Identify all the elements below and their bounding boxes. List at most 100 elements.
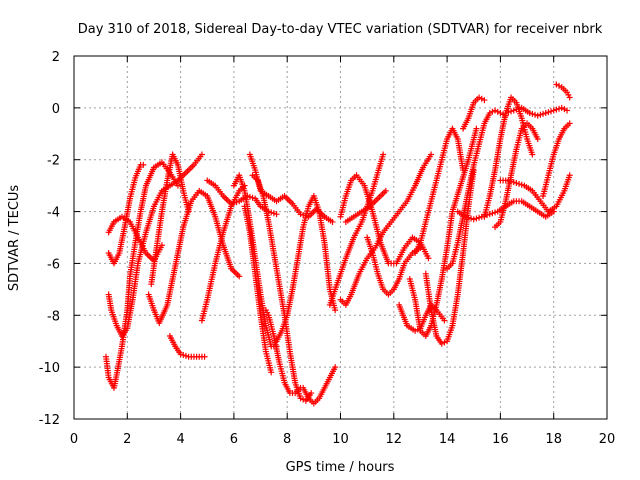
x-tick-label: 0 <box>70 432 78 447</box>
data-point <box>329 218 336 225</box>
data-point <box>556 105 563 112</box>
data-point <box>332 307 339 314</box>
x-tick-label: 10 <box>332 432 349 447</box>
data-point <box>300 396 307 403</box>
data-point <box>228 200 235 207</box>
data-point <box>460 167 467 174</box>
y-tick-label: -12 <box>39 413 60 428</box>
data-point <box>297 211 304 218</box>
data-point <box>412 327 419 334</box>
data-point <box>201 353 208 360</box>
data-point <box>508 108 515 115</box>
data-point <box>537 111 544 118</box>
data-point <box>468 215 475 222</box>
data-point <box>473 125 480 132</box>
data-point <box>198 151 205 158</box>
plot-frame <box>73 55 608 420</box>
data-point <box>470 216 477 223</box>
data-point <box>510 107 517 114</box>
data-point <box>332 364 339 371</box>
x-tick-label: 20 <box>599 432 616 447</box>
data-point <box>534 112 541 119</box>
data-point <box>177 351 184 358</box>
chart-title: Day 310 of 2018, Sidereal Day-to-day VTE… <box>78 22 603 37</box>
data-point <box>182 352 189 359</box>
data-point <box>564 107 571 114</box>
data-point <box>526 110 533 117</box>
x-tick-label: 6 <box>230 432 238 447</box>
data-point <box>494 108 501 115</box>
data-point <box>505 177 512 184</box>
data-point <box>489 108 496 115</box>
x-tick-label: 12 <box>386 432 403 447</box>
data-point <box>532 111 539 118</box>
data-point <box>566 172 573 179</box>
data-point <box>268 369 275 376</box>
x-axis-label: GPS time / hours <box>286 460 395 475</box>
y-tick-labels: -12 -10 -8 -6 -4 -2 0 2 <box>39 50 60 428</box>
data-point <box>465 214 472 221</box>
x-tick-labels: 0 2 4 6 8 10 12 14 16 18 20 <box>70 432 615 447</box>
data-point <box>140 161 147 168</box>
data-points <box>102 81 573 407</box>
data-point <box>473 215 480 222</box>
y-tick-label: 0 <box>52 102 60 117</box>
data-point <box>492 107 499 114</box>
data-point <box>297 395 304 402</box>
data-point <box>273 211 280 218</box>
data-point <box>246 193 253 200</box>
data-point <box>497 110 504 117</box>
data-point <box>518 181 525 188</box>
data-point <box>308 390 315 397</box>
data-point <box>513 180 520 187</box>
data-point <box>529 110 536 117</box>
data-point <box>441 317 448 324</box>
data-point <box>489 210 496 217</box>
data-point <box>545 109 552 116</box>
data-point <box>553 106 560 113</box>
data-point <box>476 94 483 101</box>
data-point <box>174 182 181 189</box>
x-tick-label: 16 <box>492 432 509 447</box>
data-point <box>542 110 549 117</box>
data-point <box>548 108 555 115</box>
y-tick-label: -4 <box>47 206 60 221</box>
x-tick-label: 14 <box>439 432 456 447</box>
data-point <box>462 213 469 220</box>
data-point <box>505 109 512 116</box>
data-point <box>556 82 563 89</box>
data-point <box>236 273 243 280</box>
y-tick-label: 2 <box>52 50 60 65</box>
y-axis-label: SDTVAR / TECUs <box>7 185 22 292</box>
data-point <box>513 106 520 113</box>
data-point <box>428 151 435 158</box>
data-point <box>180 352 187 359</box>
data-point <box>492 209 499 216</box>
x-tick-label: 18 <box>545 432 562 447</box>
data-point <box>481 97 488 104</box>
data-point <box>508 178 515 185</box>
data-point <box>270 210 277 217</box>
data-point <box>566 120 573 127</box>
data-point <box>268 209 275 216</box>
data-point <box>534 135 541 142</box>
data-point <box>185 208 192 215</box>
x-tick-label: 2 <box>123 432 131 447</box>
x-tick-label: 4 <box>176 432 184 447</box>
data-point <box>476 214 483 221</box>
data-point <box>516 180 523 187</box>
x-tick-label: 8 <box>283 432 291 447</box>
data-point <box>233 199 240 206</box>
data-point <box>380 151 387 158</box>
y-tick-label: -8 <box>47 309 60 324</box>
data-point <box>230 199 237 206</box>
data-point <box>486 110 493 117</box>
data-point <box>438 340 445 347</box>
data-point <box>478 95 485 102</box>
y-tick-label: -10 <box>39 361 60 376</box>
data-point <box>382 187 389 194</box>
data-point <box>558 104 565 111</box>
data-point <box>441 339 448 346</box>
y-tick-label: -2 <box>47 154 60 169</box>
